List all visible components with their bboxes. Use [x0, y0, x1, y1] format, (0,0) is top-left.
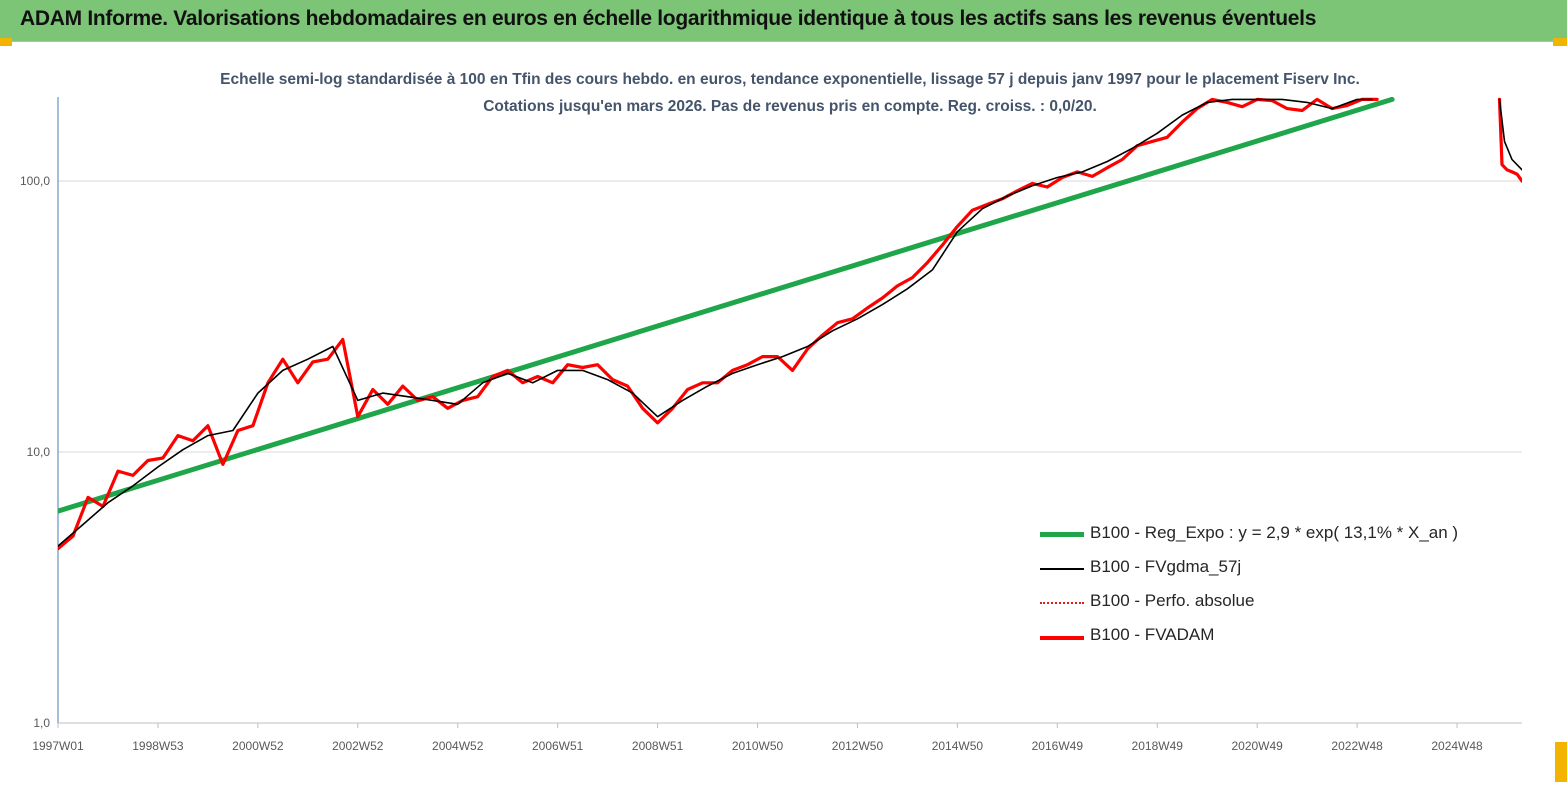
x-tick-label-9: 2014W50: [932, 739, 984, 753]
y-tick-label-2: 100,0: [20, 174, 50, 188]
x-tick-label-0: 1997W01: [32, 739, 84, 753]
y-tick-label-0: 1,0: [33, 716, 50, 730]
series-line-fvadam: [58, 97, 1379, 551]
tick-labels: 1,0 10,0 100,0 1997W01 1998W53 2000W52 2002W52…: [20, 174, 1483, 753]
legend-swatch-reg-expo: [1040, 532, 1084, 537]
x-tick-label-12: 2020W49: [1231, 739, 1283, 753]
x-tick-label-4: 2004W52: [432, 739, 484, 753]
legend-label-reg-expo: B100 - Reg_Expo : y = 2,9 * exp( 13,1% *…: [1090, 523, 1459, 542]
report-title: ADAM Informe. Valorisations hebdomadaire…: [20, 7, 1317, 30]
legend-swatch-fvadam: [1040, 636, 1084, 640]
x-tick-label-10: 2016W49: [1032, 739, 1084, 753]
x-tick-label-7: 2010W50: [732, 739, 784, 753]
chart-title: Echelle semi-log standardisée à 100 en T…: [220, 71, 1360, 115]
x-tick-label-6: 2008W51: [632, 739, 684, 753]
x-tick-label-5: 2006W51: [532, 739, 584, 753]
corner-marker-bottom-right: [1555, 742, 1567, 782]
x-tick-label-8: 2012W50: [832, 739, 884, 753]
legend-label-perfo-absolue: B100 - Perfo. absolue: [1090, 591, 1255, 610]
report-banner: ADAM Informe. Valorisations hebdomadaire…: [0, 0, 1567, 42]
legend-label-fvgdma: B100 - FVgdma_57j: [1090, 557, 1242, 576]
gridlines: [58, 180, 1522, 724]
series-lines: [58, 97, 1522, 551]
x-tick-label-13: 2022W48: [1331, 739, 1383, 753]
series-line-reg-expo: [58, 97, 1395, 514]
corner-marker-top-right: [1553, 38, 1567, 46]
axes: [57, 97, 1522, 728]
x-tick-label-1: 1998W53: [132, 739, 184, 753]
y-tick-label-1: 10,0: [27, 445, 51, 459]
legend-swatch-fvgdma: [1040, 568, 1084, 570]
corner-marker-top-left: [0, 38, 12, 46]
x-tick-label-2: 2000W52: [232, 739, 284, 753]
x-tick-label-14: 2024W48: [1431, 739, 1483, 753]
series-line-fvgdma: [58, 98, 1373, 547]
x-tick-label-11: 2018W49: [1132, 739, 1184, 753]
series-line-fvadam-recent: [1497, 97, 1522, 183]
legend-label-fvadam: B100 - FVADAM: [1090, 625, 1215, 644]
legend-swatch-perfo-absolue: [1040, 602, 1084, 604]
x-tick-label-3: 2002W52: [332, 739, 384, 753]
series-line-fvgdma-recent: [1498, 98, 1522, 171]
